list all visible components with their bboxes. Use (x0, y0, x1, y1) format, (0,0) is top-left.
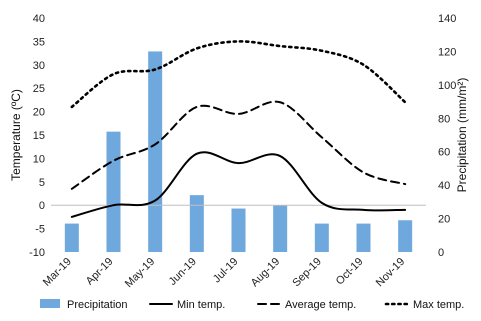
y-left-tick-label: 25 (33, 83, 45, 95)
y-left-tick-label: 10 (33, 153, 45, 165)
legend-swatch-precipitation (40, 299, 60, 308)
x-tick-label: Oct-19 (334, 256, 366, 288)
y-left-tick-label: 30 (33, 60, 45, 72)
y-left-tick-label: 40 (33, 13, 45, 25)
max-temp-line (70, 40, 407, 109)
precipitation-bar (64, 223, 79, 252)
legend-label: Min temp. (177, 299, 225, 311)
precipitation-bar (398, 220, 413, 252)
y-left-tick-label: 0 (39, 200, 45, 212)
y-right-tick-label: 100 (438, 80, 456, 92)
y-right-tick-label: 80 (438, 113, 450, 125)
y-left-tick-label: 20 (33, 107, 45, 119)
x-tick-label: Nov-19 (374, 256, 408, 290)
y-right-tick-label: 0 (438, 247, 444, 259)
precipitation-bar (106, 131, 121, 252)
x-tick-label: Apr-19 (84, 256, 116, 288)
y-left-tick-label: 5 (39, 177, 45, 189)
precipitation-bar (356, 223, 371, 252)
y-right-tick-label: 40 (438, 180, 450, 192)
y-right-tick-label: 20 (438, 214, 450, 226)
y-left-tick-label: 15 (33, 130, 45, 142)
legend-label: Average temp. (285, 299, 356, 311)
average-temp-line (70, 100, 407, 190)
min-temp-line (70, 151, 407, 218)
y-left-tick-label: 35 (33, 36, 45, 48)
legend-label: Precipitation (67, 299, 128, 311)
y-left-tick-label: -5 (35, 224, 45, 236)
precipitation-bar (231, 208, 246, 252)
y-left-tick-label: -10 (29, 247, 45, 259)
precipitation-bar (148, 51, 163, 252)
precipitation-bar (273, 205, 288, 252)
x-tick-label: Aug-19 (249, 256, 283, 290)
x-tick-label: Jul-19 (211, 256, 241, 286)
x-tick-label: Sep-19 (290, 256, 324, 290)
x-tick-label: May-19 (123, 256, 157, 290)
y-right-tick-label: 120 (438, 46, 456, 58)
legend: Precipitation Min temp. Average temp. Max t… (40, 299, 464, 311)
legend-label: Max temp. (413, 299, 464, 311)
x-tick-label: Jun-19 (167, 256, 199, 288)
plot-area: -10 -5 0 5 10 15 20 25 30 35 40 0 20 40 60 80 100 120 140 M… (29, 13, 456, 290)
y-right-tick-label: 140 (438, 13, 456, 25)
precipitation-bar (189, 195, 204, 252)
y-axis-right-title: Precipitation (mm/m²) (455, 78, 469, 193)
y-axis-left-title: Temperature (ºC) (9, 89, 23, 181)
x-tick-label: Mar-19 (41, 256, 74, 289)
precipitation-bar (314, 223, 329, 252)
y-right-tick-label: 60 (438, 147, 450, 159)
